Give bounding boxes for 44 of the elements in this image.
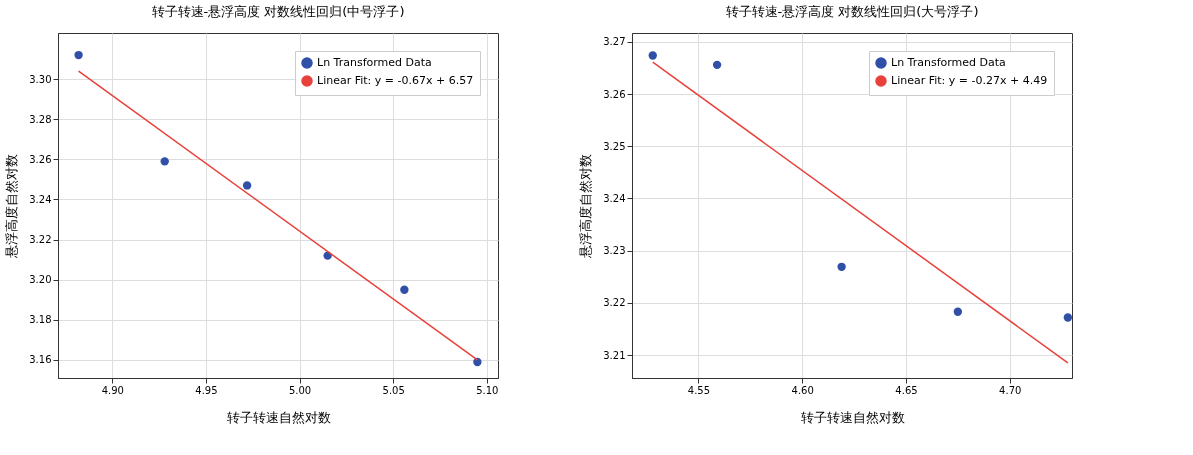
legend-label: Linear Fit: y = -0.27x + 4.49 bbox=[891, 74, 1048, 87]
x-tick-label: 4.60 bbox=[791, 384, 814, 396]
y-tick-label: 3.16 bbox=[29, 354, 52, 366]
point bbox=[242, 181, 252, 190]
x-axis-title: 转子转速自然对数 bbox=[800, 409, 905, 425]
y-tick-label: 3.22 bbox=[603, 297, 626, 309]
point bbox=[837, 262, 846, 271]
point bbox=[1063, 313, 1073, 322]
x-tick-label: 4.55 bbox=[687, 384, 711, 396]
legend-label: Ln Transformed Data bbox=[317, 56, 432, 69]
y-tick-label: 3.30 bbox=[29, 73, 52, 85]
y-tick-label: 3.24 bbox=[603, 192, 626, 204]
x-tick-label: 5.05 bbox=[382, 384, 405, 396]
y-tick-label: 3.24 bbox=[29, 193, 52, 205]
y-tick-label: 3.21 bbox=[603, 349, 626, 361]
legend-label: Linear Fit: y = -0.67x + 6.57 bbox=[317, 74, 474, 87]
y-tick-label: 3.25 bbox=[603, 140, 626, 152]
x-tick-label: 4.70 bbox=[999, 384, 1022, 396]
y-tick-label: 3.23 bbox=[603, 245, 626, 257]
y-tick-label: 3.26 bbox=[29, 153, 52, 165]
y-tick-label: 3.28 bbox=[29, 113, 52, 125]
x-axis-title: 转子转速自然对数 bbox=[226, 409, 331, 425]
point bbox=[648, 51, 657, 60]
y-axis-title: 悬浮高度自然对数 bbox=[4, 154, 20, 259]
point bbox=[953, 307, 963, 316]
point bbox=[473, 357, 482, 367]
point bbox=[712, 60, 722, 70]
y-axis-title: 悬浮高度自然对数 bbox=[578, 154, 594, 259]
y-tick-label: 3.22 bbox=[29, 234, 52, 246]
x-tick-label: 4.95 bbox=[195, 384, 218, 396]
point bbox=[160, 157, 169, 166]
x-tick-label: 4.90 bbox=[101, 384, 124, 396]
y-tick-label: 3.26 bbox=[603, 88, 626, 100]
point bbox=[74, 50, 83, 60]
x-tick-label: 5.10 bbox=[476, 384, 499, 396]
legend-label: Ln Transformed Data bbox=[891, 56, 1006, 69]
x-tick-label: 4.65 bbox=[895, 384, 918, 396]
point bbox=[400, 285, 409, 294]
y-tick-label: 3.20 bbox=[29, 274, 52, 286]
y-tick-label: 3.18 bbox=[29, 314, 52, 326]
chart-title: 转子转速-悬浮高度 对数线性回归(大号浮子) bbox=[725, 4, 979, 19]
chart-title: 转子转速-悬浮高度 对数线性回归(中号浮子) bbox=[151, 4, 405, 19]
y-tick-label: 3.27 bbox=[603, 36, 626, 48]
x-tick-label: 5.00 bbox=[288, 384, 312, 396]
